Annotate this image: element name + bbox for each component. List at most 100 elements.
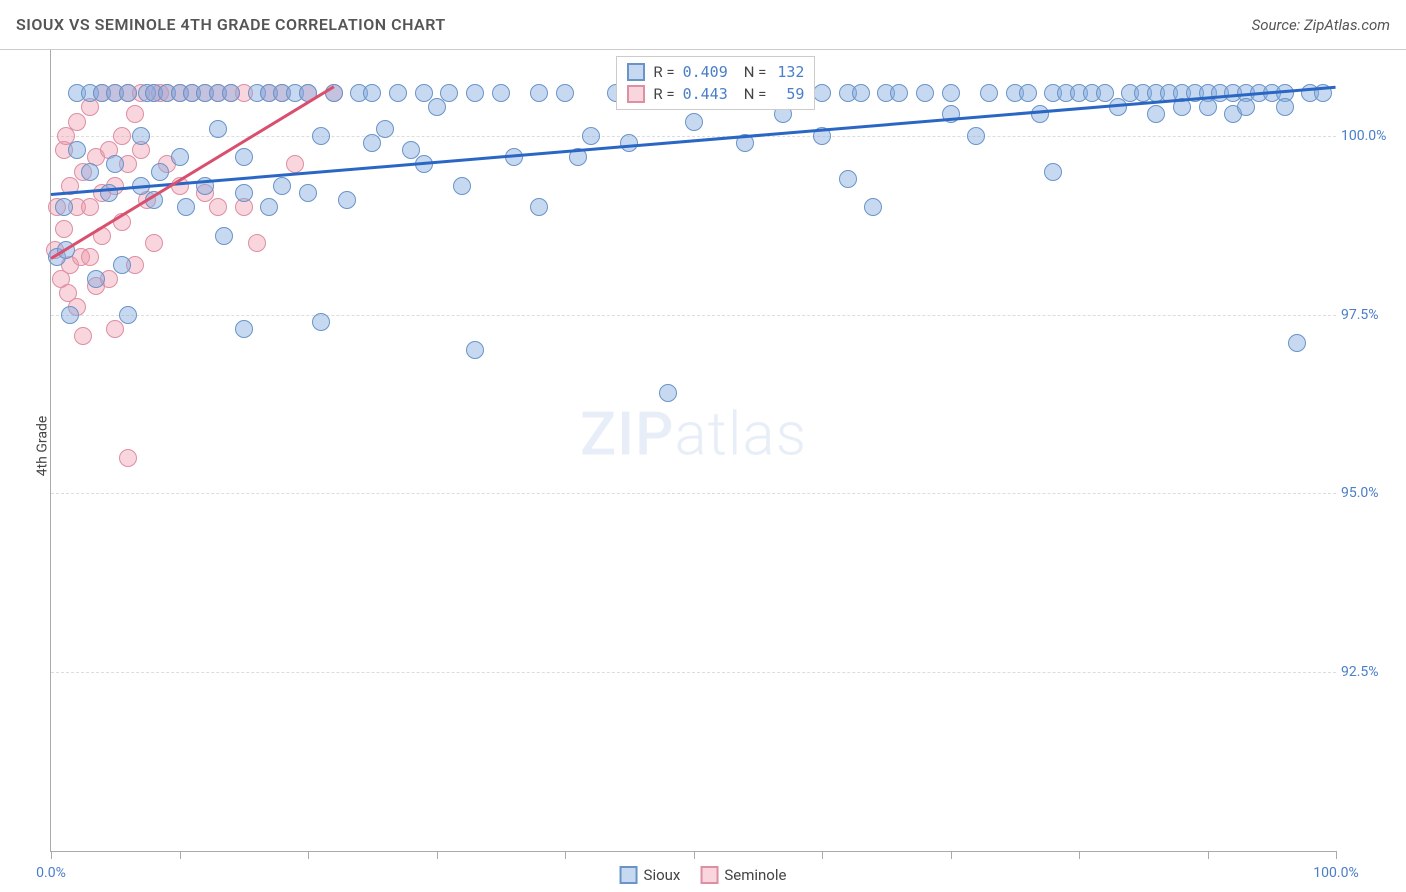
scatter-point (171, 148, 189, 166)
stats-legend-row: R =0.443N =59 (617, 83, 814, 105)
scatter-point (87, 270, 105, 288)
scatter-point (209, 198, 227, 216)
scatter-point (81, 198, 99, 216)
ytick-label: 100.0% (1341, 128, 1401, 144)
scatter-point (852, 84, 870, 102)
stats-r-value: 0.409 (683, 63, 728, 81)
legend-item-seminole: Seminole (700, 866, 786, 884)
scatter-point (68, 113, 86, 131)
scatter-point (235, 184, 253, 202)
watermark-bold: ZIP (580, 399, 674, 470)
xtick (1208, 851, 1209, 859)
scatter-point (389, 84, 407, 102)
legend-item-sioux: Sioux (620, 866, 681, 884)
xtick (180, 851, 181, 859)
xtick (1079, 851, 1080, 859)
stats-n-label: N = (744, 63, 767, 81)
watermark-light: atlas (674, 399, 807, 470)
scatter-point (119, 84, 137, 102)
scatter-point (813, 84, 831, 102)
legend-swatch-sioux (620, 866, 638, 884)
gridline (51, 672, 1336, 673)
scatter-point (1019, 84, 1037, 102)
source-name: ZipAtlas.com (1304, 16, 1390, 34)
scatter-point (312, 127, 330, 145)
scatter-point (68, 141, 86, 159)
scatter-point (1147, 105, 1165, 123)
scatter-point (222, 84, 240, 102)
xtick (951, 851, 952, 859)
scatter-point (119, 306, 137, 324)
scatter-point (1044, 163, 1062, 181)
scatter-point (61, 306, 79, 324)
legend-label-sioux: Sioux (644, 866, 681, 884)
stats-legend-row: R = 0.409 N = 132 (617, 61, 814, 83)
scatter-point (916, 84, 934, 102)
xtick (565, 851, 566, 859)
scatter-point (312, 313, 330, 331)
legend-label-seminole: Seminole (724, 866, 786, 884)
scatter-point (864, 198, 882, 216)
xtick (822, 851, 823, 859)
scatter-point (260, 198, 278, 216)
scatter-point (363, 84, 381, 102)
gridline (51, 136, 1336, 137)
scatter-point (530, 84, 548, 102)
scatter-point (286, 155, 304, 173)
scatter-point (215, 227, 233, 245)
scatter-point (466, 84, 484, 102)
scatter-point (556, 84, 574, 102)
stats-n-value: 59 (774, 85, 804, 103)
scatter-point (1199, 98, 1217, 116)
scatter-point (209, 120, 227, 138)
scatter-point (620, 134, 638, 152)
scatter-point (113, 256, 131, 274)
scatter-point (1031, 105, 1049, 123)
stats-legend: R =0.409N =132R =0.443N =59 (616, 56, 815, 110)
scatter-point (685, 113, 703, 131)
legend-swatch (627, 85, 645, 103)
scatter-point (582, 127, 600, 145)
watermark: ZIPatlas (580, 399, 807, 470)
scatter-point (273, 177, 291, 195)
scatter-point (119, 449, 137, 467)
xtick (437, 851, 438, 859)
scatter-plot-area: ZIPatlas 92.5%95.0%97.5%100.0%0.0%100.0%… (50, 50, 1336, 852)
gridline (51, 493, 1336, 494)
gridline (51, 315, 1336, 316)
scatter-point (338, 191, 356, 209)
scatter-point (1276, 98, 1294, 116)
stats-r-label: R = (653, 63, 674, 81)
ytick-label: 95.0% (1341, 485, 1401, 501)
scatter-point (106, 320, 124, 338)
source-credit: Source: ZipAtlas.com (1252, 16, 1390, 34)
scatter-point (1237, 98, 1255, 116)
scatter-point (235, 148, 253, 166)
scatter-point (440, 84, 458, 102)
scatter-point (1288, 334, 1306, 352)
source-prefix: Source: (1252, 16, 1304, 34)
stats-n-value: 132 (774, 63, 804, 81)
xtick (51, 851, 52, 859)
scatter-point (81, 248, 99, 266)
xtick-label-max: 100.0% (1313, 865, 1358, 881)
scatter-point (363, 134, 381, 152)
xtick (308, 851, 309, 859)
stats-r-label: R = (653, 85, 674, 103)
legend-swatch (627, 63, 645, 81)
scatter-point (145, 234, 163, 252)
scatter-point (466, 341, 484, 359)
stats-r-value: 0.443 (683, 85, 728, 103)
scatter-point (980, 84, 998, 102)
scatter-point (530, 198, 548, 216)
series-legend: Sioux Seminole (620, 866, 787, 884)
scatter-point (113, 127, 131, 145)
scatter-point (55, 198, 73, 216)
scatter-point (376, 120, 394, 138)
scatter-point (248, 234, 266, 252)
scatter-point (839, 170, 857, 188)
scatter-point (132, 127, 150, 145)
scatter-point (967, 127, 985, 145)
scatter-point (453, 177, 471, 195)
scatter-point (177, 198, 195, 216)
